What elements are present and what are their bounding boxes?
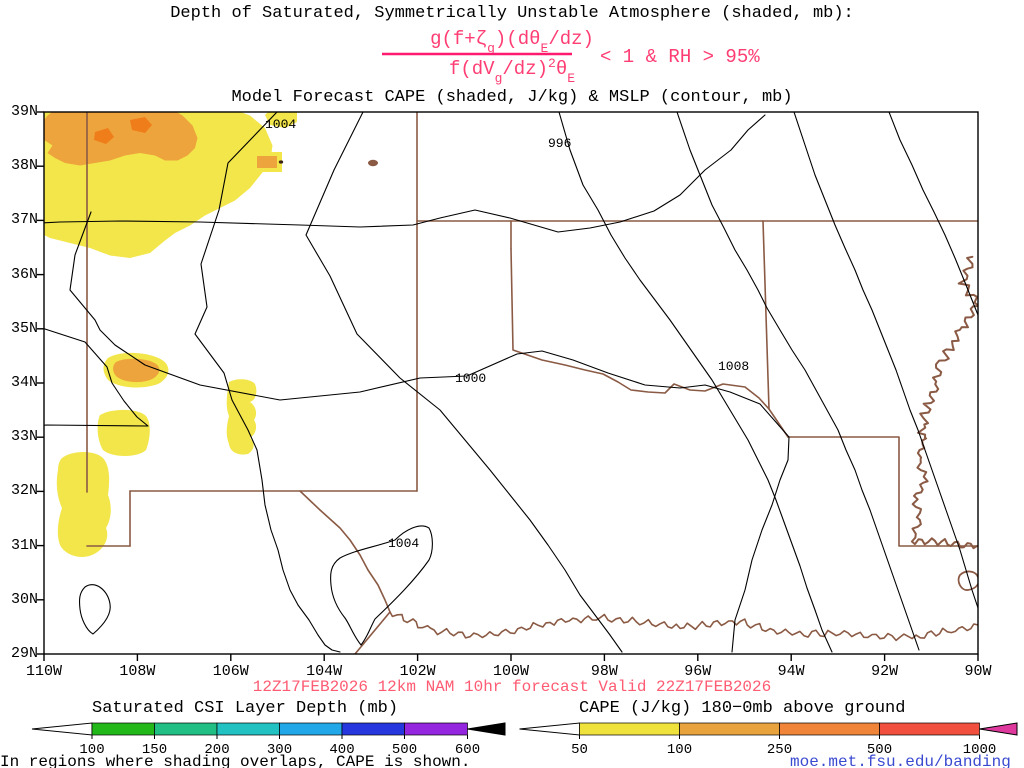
svg-text:250: 250 <box>767 742 792 758</box>
svg-text:50: 50 <box>571 742 588 758</box>
svg-text:100: 100 <box>667 742 692 758</box>
